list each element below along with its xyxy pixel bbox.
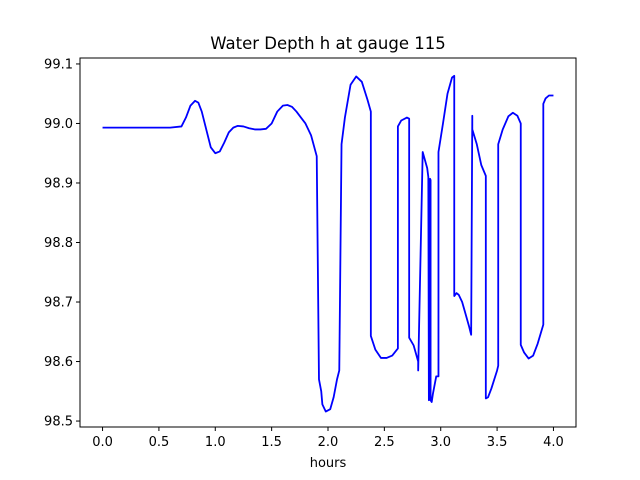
x-axis: 0.0 0.5 1.0 1.5 2.0 2.5 3.0 3.5 4.0 [92, 427, 564, 450]
y-tick-label: 98.5 [44, 415, 73, 430]
plot-area [80, 58, 576, 427]
x-tick-label: 1.5 [261, 435, 282, 450]
x-tick-label: 2.5 [374, 435, 395, 450]
x-tick-label: 2.0 [318, 435, 339, 450]
y-tick-label: 98.6 [44, 355, 73, 370]
x-axis-label: hours [310, 456, 347, 471]
x-tick-label: 0.0 [92, 435, 113, 450]
x-tick-label: 3.0 [430, 435, 451, 450]
x-tick-label: 0.5 [149, 435, 170, 450]
y-tick-label: 99.1 [44, 57, 73, 72]
plot-frame [79, 57, 577, 428]
series-line [102, 74, 554, 413]
x-tick-label: 1.0 [205, 435, 226, 450]
y-axis: 98.5 98.6 98.7 98.8 98.9 99.0 99.1 [44, 57, 80, 430]
y-tick-label: 99.0 [44, 117, 73, 132]
y-tick-label: 98.7 [44, 296, 73, 311]
x-tick-label: 4.0 [543, 435, 564, 450]
x-tick-label: 3.5 [487, 435, 508, 450]
y-tick-label: 98.8 [44, 236, 73, 251]
y-tick-label: 98.9 [44, 176, 73, 191]
chart-title: Water Depth h at gauge 115 [210, 34, 445, 53]
